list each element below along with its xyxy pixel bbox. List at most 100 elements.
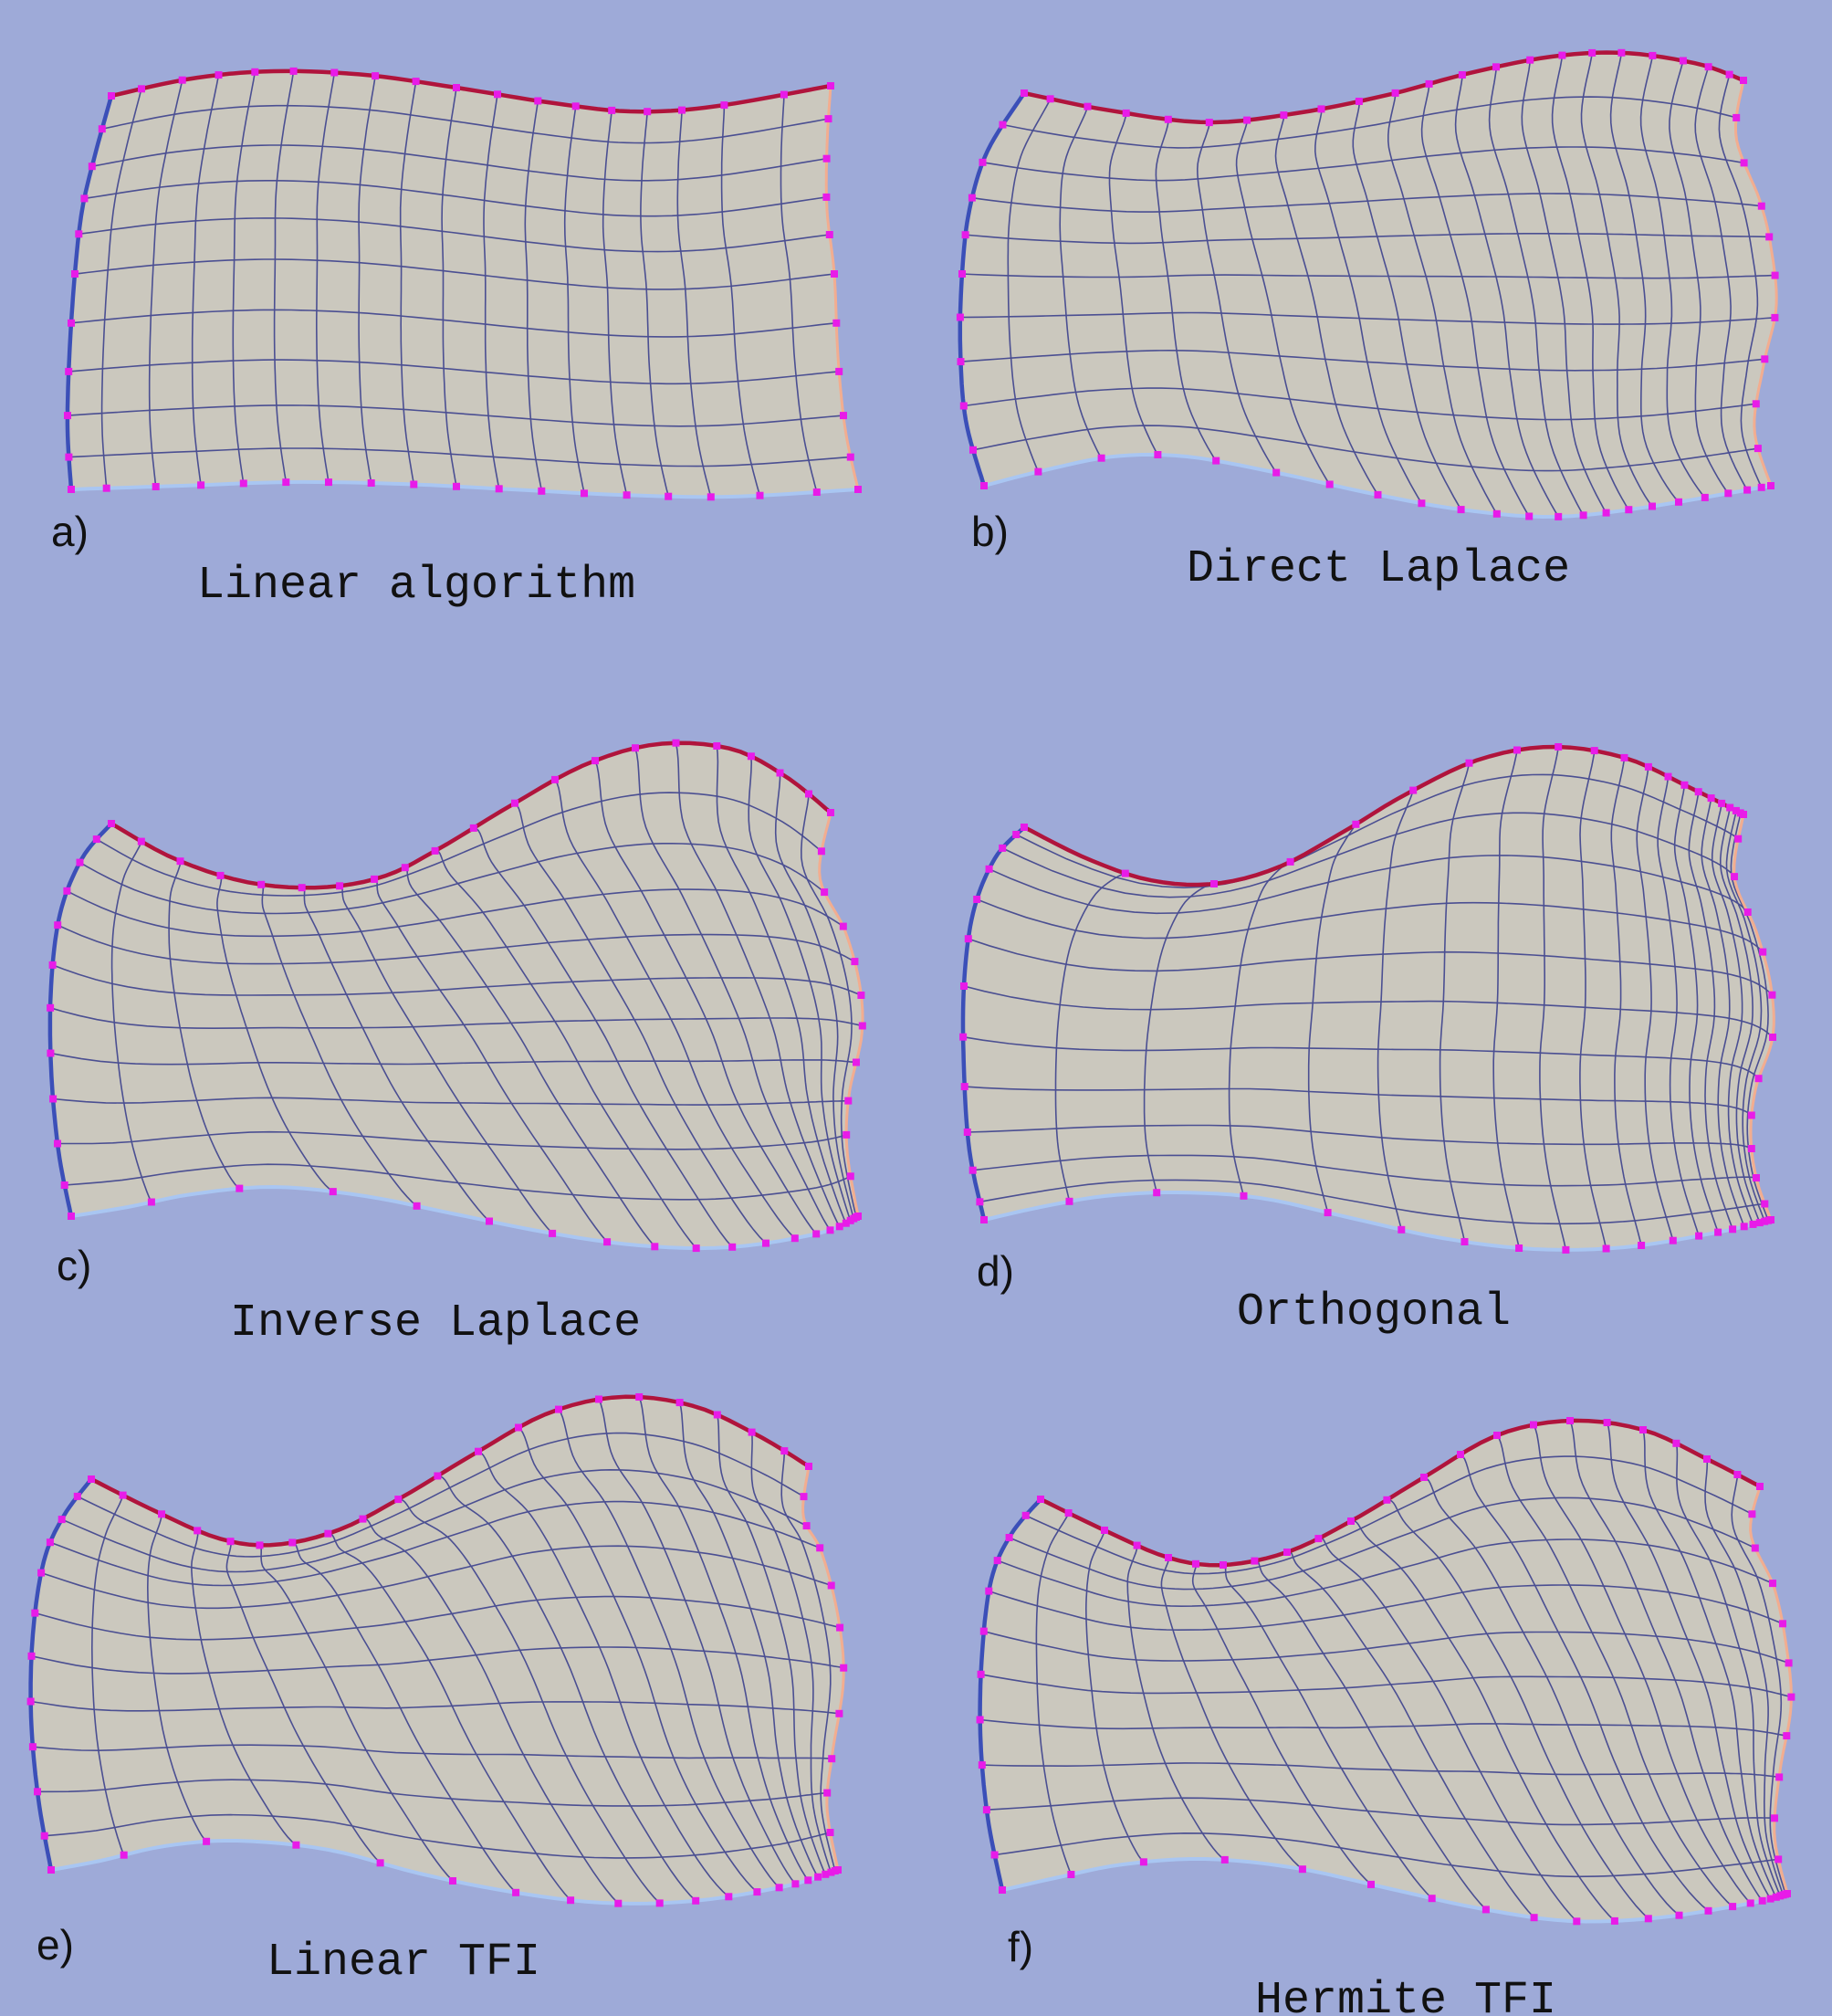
panel-f: f) Hermite TFI: [976, 1417, 1795, 2016]
boundary-node: [805, 1463, 812, 1470]
mesh-face: [963, 747, 1774, 1250]
grid-line-vertical: [678, 1402, 819, 1878]
grid-line-vertical: [1054, 872, 1126, 1202]
boundary-node: [394, 1496, 403, 1504]
boundary-node: [292, 1841, 300, 1849]
boundary-node: [976, 1716, 984, 1724]
grid-line-vertical: [404, 866, 655, 1247]
grid-line-vertical: [1196, 122, 1277, 474]
boundary-node: [1037, 1496, 1044, 1503]
boundary-node: [410, 480, 418, 488]
mesh-grid-lines: [30, 1396, 844, 1905]
boundary-node: [1675, 1911, 1683, 1919]
panel-title: Hermite TFI: [1255, 1975, 1556, 2016]
boundary-node: [776, 769, 784, 777]
boundary-node: [985, 1587, 993, 1595]
boundary-node: [251, 68, 259, 76]
grid-line-vertical: [1155, 119, 1217, 462]
boundary-node: [1420, 1474, 1428, 1481]
boundary-node: [822, 154, 831, 163]
grid-line-vertical: [1454, 74, 1559, 518]
boundary-left: [28, 1477, 93, 1871]
boundary-node: [1562, 1245, 1570, 1254]
boundary-node: [1759, 948, 1767, 956]
boundary-nodes: [64, 67, 862, 501]
boundary-node: [453, 84, 460, 91]
grid-line-vertical: [780, 1451, 836, 1872]
boundary-node: [324, 1529, 332, 1538]
boundary-node: [1679, 57, 1687, 65]
grid-line-vertical: [1084, 1529, 1145, 1863]
boundary-node: [1785, 1659, 1793, 1667]
boundary-node: [551, 775, 559, 783]
grid-line-vertical: [90, 1495, 125, 1856]
boundary-node: [581, 489, 588, 498]
grid-line-vertical: [1580, 52, 1653, 507]
boundary-node: [1314, 1535, 1323, 1543]
boundary-node: [692, 1896, 700, 1905]
grid-line-vertical: [1551, 55, 1629, 510]
boundary-node: [47, 1049, 55, 1057]
boundary-node: [800, 1493, 808, 1501]
boundary-node: [973, 896, 981, 903]
grid-line-vertical: [800, 793, 857, 1218]
boundary-node: [678, 106, 686, 114]
boundary-node: [288, 1538, 297, 1547]
boundary-node: [846, 1172, 854, 1181]
panel-b: b) Direct Laplace: [956, 48, 1779, 595]
panel-d: d) Orthogonal: [959, 743, 1776, 1339]
boundary-node: [1752, 400, 1760, 408]
boundary-node: [1714, 1228, 1722, 1236]
grid-line-vertical: [748, 756, 852, 1222]
mesh-linear-tfi: [26, 1393, 848, 1907]
boundary-node: [1695, 1232, 1703, 1240]
boundary-node: [675, 1399, 684, 1407]
boundary-node: [958, 270, 966, 278]
grid-line-vertical: [594, 760, 817, 1234]
boundary-node: [814, 1873, 822, 1881]
boundary-node: [1765, 233, 1774, 241]
boundary-node: [812, 1230, 821, 1238]
boundary-node: [775, 1884, 783, 1892]
boundary-node: [623, 491, 631, 499]
grid-line-vertical: [1222, 1564, 1433, 1899]
grid-line-vertical: [676, 110, 712, 498]
grid-line-vertical: [292, 1541, 517, 1894]
grid-line-vertical: [518, 1426, 758, 1893]
boundary-node: [999, 844, 1007, 852]
panel-letter: c): [57, 1242, 91, 1289]
grid-line-vertical: [1350, 1519, 1616, 1922]
boundary-node: [289, 67, 298, 75]
boundary-node: [854, 1213, 862, 1220]
boundary-node: [34, 1788, 41, 1796]
panel-letter: f): [1008, 1923, 1033, 1970]
boundary-right: [818, 812, 864, 1217]
boundary-node: [203, 1837, 211, 1845]
boundary-node: [1772, 1893, 1780, 1901]
mesh-grid-lines: [959, 52, 1775, 518]
grid-line-vertical: [1539, 746, 1567, 1251]
grid-line-vertical: [441, 87, 457, 487]
mesh-face: [979, 1420, 1792, 1922]
boundary-node: [1021, 89, 1028, 97]
panel-letter: a): [51, 508, 89, 555]
boundary-node: [494, 90, 501, 99]
boundary-node: [713, 742, 721, 750]
boundary-node: [748, 1428, 756, 1436]
grid-line-vertical: [1521, 59, 1607, 514]
grid-line-vertical: [1711, 803, 1754, 1225]
grid-line-vertical: [558, 1409, 780, 1888]
boundary-node: [1101, 1527, 1108, 1534]
grid-line-vertical: [1286, 1550, 1535, 1918]
boundary-node: [857, 992, 865, 999]
boundary-node: [1352, 820, 1360, 828]
boundary-node: [1458, 71, 1466, 79]
panel-a: a) Linear algorithm: [51, 67, 862, 612]
grid-line-vertical: [1423, 1476, 1680, 1916]
boundary-node: [1787, 1693, 1795, 1701]
boundary-node: [1021, 824, 1028, 831]
boundary-node: [839, 922, 847, 930]
boundary-node: [1731, 873, 1738, 881]
boundary-node: [835, 367, 843, 375]
grid-line-vertical: [477, 1450, 729, 1897]
